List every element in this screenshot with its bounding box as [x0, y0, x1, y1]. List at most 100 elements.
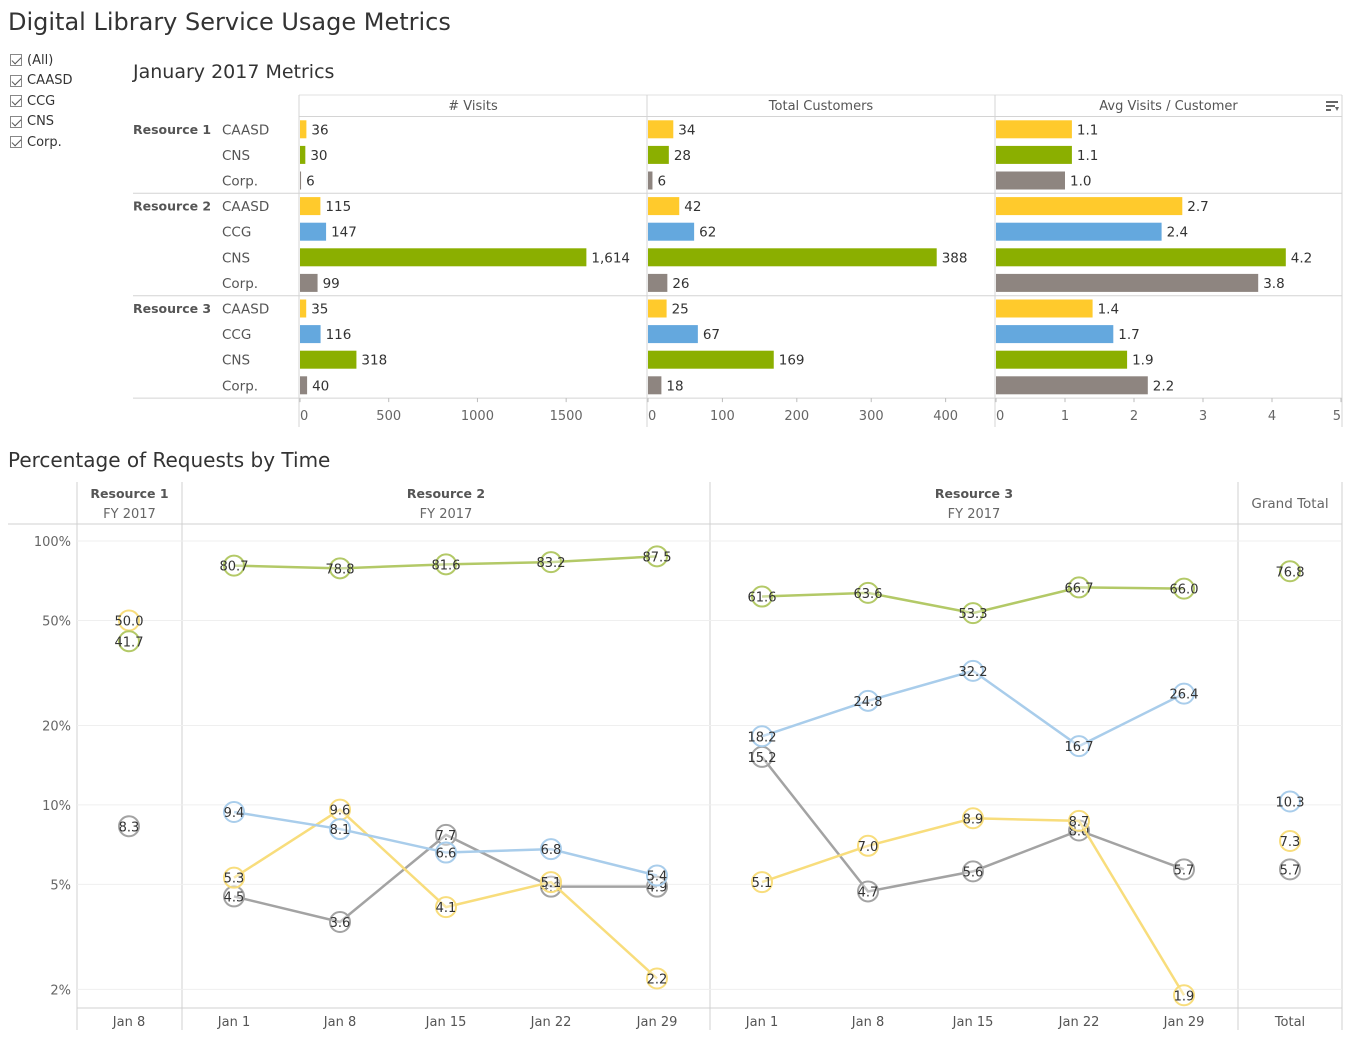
data-label: 63.6 [854, 587, 883, 602]
data-label: 41.7 [115, 635, 144, 650]
data-label: 5.6 [963, 865, 984, 880]
bar-value-label: 28 [674, 148, 691, 164]
bar [648, 222, 695, 241]
data-point [223, 801, 245, 824]
bar [996, 376, 1148, 395]
bar [648, 325, 698, 344]
filter-item-cns[interactable]: CNS [10, 112, 73, 133]
bar [300, 248, 587, 267]
bar [996, 273, 1259, 292]
checkbox-icon[interactable] [10, 115, 22, 128]
bar [300, 299, 307, 318]
axis-tick-label: 1 [1061, 409, 1069, 424]
axis-tick-label: 1500 [550, 409, 583, 424]
data-label: 7.3 [1280, 835, 1301, 850]
axis-tick-label: 100 [710, 409, 735, 424]
data-label: 6.8 [541, 843, 562, 858]
x-tick-label: Jan 15 [952, 1015, 994, 1030]
checkbox-icon[interactable] [10, 95, 22, 108]
data-point [1173, 682, 1195, 705]
data-label: 80.7 [220, 560, 249, 575]
axis-tick-label: 4 [1268, 409, 1276, 424]
data-label: 5.3 [224, 872, 245, 887]
bar-value-label: 6 [657, 174, 666, 190]
series-line [233, 808, 658, 980]
filter-label: CCG [27, 93, 56, 109]
filter-item-caasd[interactable]: CAASD [10, 71, 73, 92]
data-point [857, 689, 879, 712]
data-point [1279, 790, 1301, 813]
pane-subheader: FY 2017 [103, 507, 156, 522]
data-point [118, 630, 140, 653]
pane-header: Resource 3 [935, 486, 1013, 501]
data-point [540, 551, 562, 574]
bar [648, 120, 674, 139]
data-point [223, 866, 245, 889]
data-point [1068, 735, 1090, 758]
filter-item-ccg[interactable]: CCG [10, 91, 73, 112]
data-point [223, 885, 245, 908]
data-point [646, 864, 668, 887]
pane-subheader: FY 2017 [420, 507, 473, 522]
data-label: 9.6 [330, 804, 351, 819]
bar-value-label: 18 [666, 378, 683, 394]
dashboard-title: Digital Library Service Usage Metrics [8, 8, 451, 36]
data-label: 8.9 [963, 812, 984, 827]
bar-value-label: 169 [779, 353, 805, 369]
data-label: 8.7 [1069, 815, 1090, 830]
data-label: 5.7 [1280, 863, 1301, 878]
data-point [751, 725, 773, 748]
bar [300, 350, 357, 369]
series-line [233, 833, 657, 924]
bar-value-label: 147 [331, 225, 357, 241]
data-label: 18.2 [748, 730, 777, 745]
filter-item-all[interactable]: (All) [10, 50, 73, 71]
filter-label: (All) [27, 52, 54, 68]
row-label: CNS [222, 250, 250, 266]
line-chart-title: Percentage of Requests by Time [8, 448, 330, 472]
bar-value-label: 3.8 [1263, 276, 1284, 292]
series-line [233, 810, 658, 877]
data-label: 32.2 [959, 665, 988, 680]
bar-value-label: 388 [942, 250, 968, 266]
series-line [761, 756, 1185, 893]
bar [648, 197, 680, 216]
data-label: 1.9 [1174, 989, 1195, 1004]
bar-value-label: 2.7 [1187, 199, 1208, 215]
bar [996, 120, 1072, 139]
axis-tick-label: 2 [1130, 409, 1138, 424]
x-tick-label: Jan 15 [425, 1015, 467, 1030]
y-tick-label: 20% [42, 719, 71, 734]
bar-value-label: 1.1 [1077, 148, 1098, 164]
data-point [1068, 809, 1090, 832]
data-point [857, 880, 879, 903]
data-point [1173, 577, 1195, 600]
checkbox-icon[interactable] [10, 74, 22, 87]
bar-value-label: 25 [672, 302, 689, 318]
data-point [1068, 576, 1090, 599]
bar [300, 197, 321, 216]
data-label: 8.1 [330, 823, 351, 838]
data-point [435, 896, 457, 919]
bar-value-label: 2.2 [1153, 378, 1174, 394]
series-line [233, 555, 658, 570]
data-label: 5.7 [1174, 863, 1195, 878]
measure-header: Avg Visits / Customer [1099, 99, 1238, 114]
bar-value-label: 1.0 [1070, 174, 1091, 190]
data-label: 61.6 [748, 591, 777, 606]
axis-tick-label: 5 [1333, 409, 1341, 424]
checkbox-icon[interactable] [10, 54, 22, 67]
data-point [962, 659, 984, 682]
data-point [435, 553, 457, 576]
filter-item-corp[interactable]: Corp. [10, 132, 73, 153]
bar [648, 145, 669, 164]
checkbox-icon[interactable] [10, 136, 22, 149]
bar-value-label: 2.4 [1167, 225, 1188, 241]
data-label: 8.3 [119, 820, 140, 835]
data-point [329, 557, 351, 580]
data-label: 5.1 [752, 876, 773, 891]
sort-descending-icon[interactable] [1326, 101, 1339, 111]
data-point [223, 554, 245, 577]
axis-tick-label: 0 [996, 409, 1004, 424]
data-label: 78.8 [326, 562, 355, 577]
